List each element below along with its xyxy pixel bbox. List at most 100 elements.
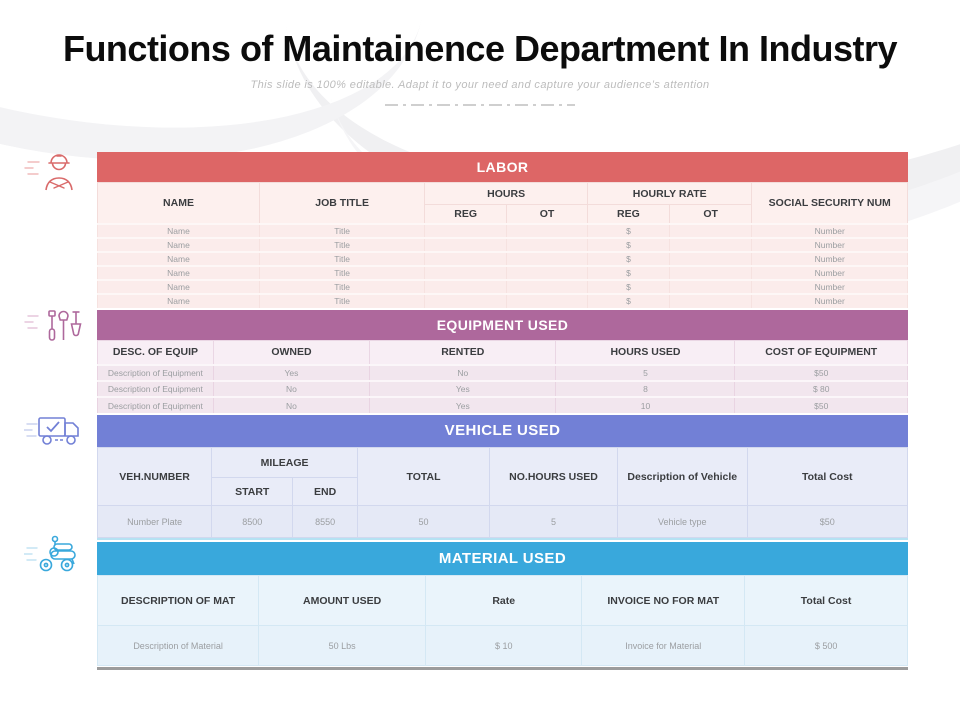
col-header-description-of-mat: DESCRIPTION OF MAT xyxy=(96,575,260,626)
cell: No xyxy=(369,364,557,381)
col-header-hourly-rate: HOURLY RATE xyxy=(587,182,753,205)
col-header-rate: Rate xyxy=(425,575,583,626)
cell: Name xyxy=(97,250,260,266)
col-header-owned: OWNED xyxy=(212,339,371,366)
cell: Number Plate xyxy=(96,505,213,538)
col-header-job-title: JOB TITLE xyxy=(258,182,426,224)
cell: Title xyxy=(258,278,426,294)
decorative-dash-line xyxy=(385,104,575,106)
cell xyxy=(506,250,589,266)
table-row: Name Title $ Number xyxy=(97,264,908,280)
cell: $ xyxy=(587,292,670,308)
vehicle-section: VEHICLE USED VEH.NUMBER MILEAGE TOTAL NO… xyxy=(96,415,909,540)
cell xyxy=(668,222,753,238)
cell: Name xyxy=(97,222,260,238)
col-header-rate-ot: OT xyxy=(668,204,753,224)
cell: Name xyxy=(97,264,260,280)
table-row: Name Title $ Number xyxy=(97,250,908,266)
col-header-total: TOTAL xyxy=(356,447,491,506)
cell: Title xyxy=(258,236,426,252)
cell: Number xyxy=(751,292,908,308)
material-table: DESCRIPTION OF MAT AMOUNT USED Rate INVO… xyxy=(96,575,908,666)
cell: 8550 xyxy=(292,505,358,538)
worker-icon xyxy=(24,148,88,196)
col-header-hours-reg: REG xyxy=(424,204,508,224)
cell: Name xyxy=(97,236,260,252)
cell: Title xyxy=(258,292,426,308)
cell xyxy=(668,250,753,266)
table-row: Name Title $ Number xyxy=(97,292,908,308)
cell: Name xyxy=(97,278,260,294)
col-header-cost-of-equipment: COST OF EQUIPMENT xyxy=(734,339,908,366)
cell: Title xyxy=(258,222,426,238)
cell: 50 Lbs xyxy=(258,625,427,666)
table-row: Name Title $ Number xyxy=(97,222,908,238)
cell xyxy=(424,236,508,252)
col-header-ssn: SOCIAL SECURITY NUM xyxy=(751,182,908,224)
col-header-veh-number: VEH.NUMBER xyxy=(96,447,213,506)
col-header-no-hours-used: NO.HOURS USED xyxy=(489,447,618,506)
cell: Number xyxy=(751,278,908,294)
cell: $ xyxy=(587,264,670,280)
col-header-vehicle-total-cost: Total Cost xyxy=(746,447,909,506)
cell: Title xyxy=(258,264,426,280)
equipment-band-title: EQUIPMENT USED xyxy=(97,309,908,340)
cell xyxy=(506,292,589,308)
col-header-name: NAME xyxy=(97,182,260,224)
table-row: Description of Equipment No Yes 10 $50 xyxy=(97,396,908,413)
cell: Invoice for Material xyxy=(581,625,746,666)
cell: Yes xyxy=(369,396,557,413)
cell xyxy=(668,292,753,308)
cell: $50 xyxy=(734,364,908,381)
equipment-table: DESC. OF EQUIP OWNED RENTED HOURS USED C… xyxy=(97,339,908,413)
cell: Vehicle type xyxy=(616,505,748,538)
col-header-rate-reg: REG xyxy=(587,204,670,224)
cell: 8500 xyxy=(211,505,294,538)
table-row: Description of Material 50 Lbs $ 10 Invoice… xyxy=(96,625,908,666)
cell: Description of Equipment xyxy=(97,380,214,397)
cell: $ xyxy=(587,250,670,266)
material-section: MATERIAL USED DESCRIPTION OF MAT AMOUNT … xyxy=(96,542,908,670)
col-header-mileage: MILEAGE xyxy=(211,447,358,478)
cell xyxy=(506,278,589,294)
table-row: Description of Equipment Yes No 5 $50 xyxy=(97,364,908,381)
table-row: Description of Equipment No Yes 8 $ 80 xyxy=(97,380,908,397)
delivery-truck-icon xyxy=(23,408,88,456)
cell: $ 500 xyxy=(744,625,908,666)
cell: $ 10 xyxy=(425,625,583,666)
cell: Number xyxy=(751,222,908,238)
cell: Yes xyxy=(212,364,371,381)
page-title: Functions of Maintainence Department In … xyxy=(62,28,898,69)
vehicle-table: VEH.NUMBER MILEAGE TOTAL NO.HOURS USED D… xyxy=(96,447,909,538)
bottom-divider xyxy=(97,667,908,670)
equipment-section: EQUIPMENT USED DESC. OF EQUIP OWNED RENT… xyxy=(97,309,908,413)
cell xyxy=(668,236,753,252)
subtitle: This slide is 100% editable. Adapt it to… xyxy=(250,79,710,91)
labor-section: LABOR NAME JOB TITLE HOURS HOURLY RATE S… xyxy=(97,152,908,308)
col-header-mileage-end: END xyxy=(292,477,358,506)
cell: Description of Material xyxy=(96,625,260,666)
col-header-hours: HOURS xyxy=(424,182,589,205)
col-header-hours-used: HOURS USED xyxy=(555,339,736,366)
table-row: Number Plate 8500 8550 50 5 Vehicle type $50 xyxy=(96,505,909,538)
vehicle-band-title: VEHICLE USED xyxy=(97,415,908,447)
cell: 5 xyxy=(555,364,736,381)
tables-area: LABOR NAME JOB TITLE HOURS HOURLY RATE S… xyxy=(96,152,909,670)
labor-band-title: LABOR xyxy=(97,152,908,182)
col-header-desc-of-equip: DESC. OF EQUIP xyxy=(97,339,214,366)
col-header-invoice-no-for-mat: INVOICE NO FOR MAT xyxy=(581,575,746,626)
cell: $50 xyxy=(734,396,908,413)
col-header-rented: RENTED xyxy=(369,339,557,366)
cell: Title xyxy=(258,250,426,266)
col-header-mileage-start: START xyxy=(211,477,294,506)
scooter-icon xyxy=(23,530,88,578)
cell: Number xyxy=(751,250,908,266)
cell: Name xyxy=(97,292,260,308)
cell: $ 80 xyxy=(734,380,908,397)
cell: No xyxy=(212,396,371,413)
table-row: Name Title $ Number xyxy=(97,236,908,252)
cell: Description of Equipment xyxy=(97,364,214,381)
cell: No xyxy=(212,380,371,397)
table-row: Name Title $ Number xyxy=(97,278,908,294)
